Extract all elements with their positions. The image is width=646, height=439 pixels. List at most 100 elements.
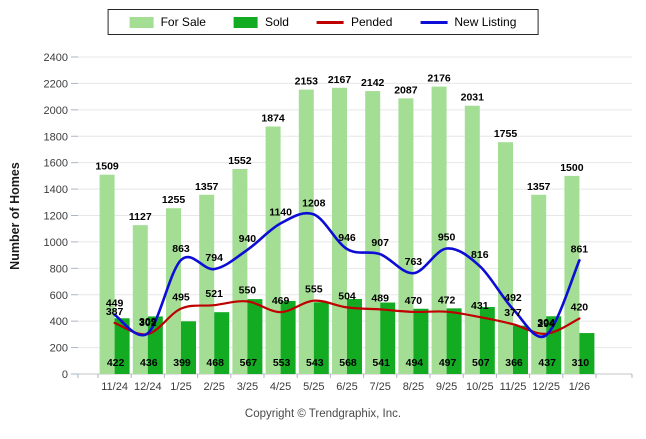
- svg-text:469: 469: [272, 295, 290, 307]
- svg-text:422: 422: [107, 357, 125, 369]
- svg-text:2167: 2167: [328, 74, 352, 86]
- svg-text:2142: 2142: [361, 77, 385, 89]
- for-sale-bars: [99, 86, 580, 375]
- sold-bar: [181, 321, 196, 374]
- svg-text:6/25: 6/25: [336, 381, 357, 393]
- new-listing-line-swatch: [420, 20, 448, 24]
- sold-bar: [513, 325, 528, 374]
- svg-text:294: 294: [537, 318, 555, 330]
- sold-bars: [114, 298, 595, 374]
- svg-text:8/25: 8/25: [403, 381, 424, 393]
- for-sale-bar: [464, 105, 480, 375]
- svg-text:470: 470: [405, 295, 423, 307]
- svg-text:12/24: 12/24: [134, 381, 162, 393]
- svg-text:543: 543: [306, 357, 324, 369]
- sold-bar: [413, 308, 429, 374]
- svg-text:2176: 2176: [427, 73, 451, 85]
- svg-text:567: 567: [240, 357, 258, 369]
- svg-text:1400: 1400: [44, 184, 68, 196]
- for-sale-swatch: [129, 16, 154, 28]
- legend-label-sold: Sold: [264, 15, 289, 29]
- svg-text:366: 366: [505, 357, 523, 369]
- sold-bar: [579, 333, 595, 374]
- pended-line: [113, 299, 581, 336]
- svg-text:507: 507: [472, 357, 490, 369]
- svg-text:9/25: 9/25: [436, 381, 457, 393]
- for-sale-bar: [498, 142, 513, 374]
- for-sale-bar: [398, 98, 414, 374]
- svg-text:377: 377: [504, 307, 522, 319]
- svg-text:11/24: 11/24: [101, 381, 128, 393]
- svg-text:1127: 1127: [129, 211, 152, 223]
- svg-text:907: 907: [371, 237, 389, 249]
- svg-text:1200: 1200: [44, 211, 68, 223]
- svg-text:553: 553: [273, 357, 291, 369]
- legend-item-sold: Sold: [233, 15, 289, 29]
- sold-bar: [347, 298, 362, 374]
- svg-text:1500: 1500: [560, 162, 584, 174]
- svg-text:794: 794: [205, 252, 223, 264]
- for-sale-bar: [132, 225, 148, 374]
- svg-text:2000: 2000: [44, 105, 68, 117]
- legend-label-for-sale: For Sale: [160, 15, 206, 29]
- svg-text:1800: 1800: [44, 131, 68, 143]
- svg-text:310: 310: [572, 357, 590, 369]
- line-value-labels: 387 302 495 521 550 469 555 504 489 470 472 431 377 3…: [106, 197, 588, 330]
- svg-text:950: 950: [438, 232, 456, 244]
- svg-text:940: 940: [239, 233, 257, 245]
- svg-text:387: 387: [106, 306, 124, 318]
- sold-bar: [247, 299, 263, 374]
- svg-text:555: 555: [305, 284, 323, 296]
- svg-text:2087: 2087: [394, 84, 418, 96]
- svg-text:309: 309: [139, 316, 157, 328]
- svg-text:497: 497: [439, 357, 457, 369]
- svg-text:816: 816: [471, 249, 489, 261]
- for-sale-bar: [199, 194, 215, 374]
- y-axis-title: Number of Homes: [8, 162, 22, 270]
- svg-text:600: 600: [50, 290, 68, 302]
- svg-text:2153: 2153: [295, 76, 319, 88]
- svg-text:437: 437: [538, 357, 556, 369]
- svg-text:550: 550: [239, 284, 257, 296]
- svg-text:399: 399: [173, 357, 191, 369]
- for-sale-bar: [298, 89, 314, 375]
- svg-text:568: 568: [339, 357, 357, 369]
- svg-text:1208: 1208: [302, 197, 326, 209]
- svg-text:541: 541: [372, 357, 390, 369]
- sold-bar: [446, 308, 462, 374]
- for-sale-bar: [365, 91, 381, 374]
- svg-text:800: 800: [50, 263, 68, 275]
- legend-item-for-sale: For Sale: [129, 15, 206, 29]
- svg-text:200: 200: [50, 343, 68, 355]
- sold-bar: [313, 302, 329, 374]
- svg-text:1000: 1000: [44, 237, 68, 249]
- svg-text:472: 472: [438, 295, 456, 307]
- svg-text:1357: 1357: [527, 181, 551, 193]
- svg-text:494: 494: [406, 357, 424, 369]
- sold-bar: [214, 312, 230, 374]
- svg-text:763: 763: [405, 256, 423, 268]
- svg-text:4/25: 4/25: [270, 381, 291, 393]
- for-sale-bar: [232, 169, 248, 374]
- bar-value-labels: 1509 1127 1255 1357 1552 1874 2153 2167 2142 2087…: [95, 73, 589, 369]
- legend-label-pended: Pended: [350, 15, 393, 29]
- x-axis: 11/24 12/24 1/25 2/25 3/25 4/25 5/25 6/25 7/25 8/…: [77, 374, 633, 393]
- svg-text:1357: 1357: [195, 181, 219, 193]
- svg-text:302: 302: [139, 317, 157, 329]
- svg-text:492: 492: [504, 292, 522, 304]
- svg-text:2200: 2200: [44, 78, 68, 90]
- new-listing-line: [113, 211, 581, 339]
- svg-text:1140: 1140: [269, 206, 292, 218]
- sold-bar: [280, 300, 296, 374]
- svg-text:12/25: 12/25: [532, 381, 560, 393]
- svg-text:1255: 1255: [162, 194, 186, 206]
- svg-text:2031: 2031: [461, 92, 485, 104]
- svg-text:521: 521: [205, 288, 223, 300]
- legend-item-new-listing: New Listing: [420, 15, 516, 29]
- svg-text:3/25: 3/25: [237, 381, 258, 393]
- svg-text:946: 946: [338, 232, 356, 244]
- svg-text:449: 449: [106, 298, 124, 310]
- for-sale-bar: [332, 87, 347, 374]
